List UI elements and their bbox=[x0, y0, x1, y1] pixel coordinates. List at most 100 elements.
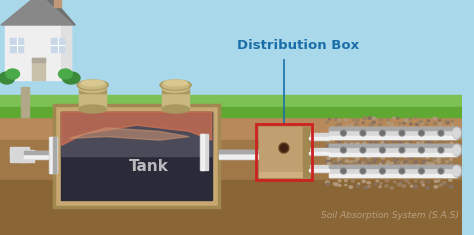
Ellipse shape bbox=[347, 162, 349, 164]
Ellipse shape bbox=[369, 138, 373, 140]
Bar bbox=[309, 148, 329, 155]
Ellipse shape bbox=[453, 127, 463, 139]
Ellipse shape bbox=[374, 122, 377, 124]
Ellipse shape bbox=[423, 160, 426, 162]
Ellipse shape bbox=[433, 120, 435, 122]
Ellipse shape bbox=[399, 147, 405, 153]
Ellipse shape bbox=[425, 181, 428, 183]
Ellipse shape bbox=[378, 136, 382, 139]
Ellipse shape bbox=[453, 166, 460, 176]
Ellipse shape bbox=[345, 148, 347, 149]
Ellipse shape bbox=[419, 124, 422, 126]
Ellipse shape bbox=[364, 157, 366, 159]
Ellipse shape bbox=[420, 163, 424, 165]
Ellipse shape bbox=[341, 169, 346, 173]
Ellipse shape bbox=[402, 186, 406, 188]
Ellipse shape bbox=[386, 164, 389, 167]
Ellipse shape bbox=[381, 161, 383, 163]
Ellipse shape bbox=[375, 156, 378, 158]
Bar bbox=[309, 169, 329, 171]
Ellipse shape bbox=[162, 81, 189, 89]
Ellipse shape bbox=[438, 142, 440, 144]
Ellipse shape bbox=[337, 118, 340, 121]
Ellipse shape bbox=[327, 165, 329, 167]
Ellipse shape bbox=[434, 163, 436, 165]
Polygon shape bbox=[69, 128, 189, 140]
Ellipse shape bbox=[348, 181, 352, 184]
Ellipse shape bbox=[363, 122, 365, 124]
Bar bbox=[21, 87, 29, 117]
Ellipse shape bbox=[428, 118, 431, 121]
Bar bbox=[258, 127, 309, 177]
Ellipse shape bbox=[450, 163, 453, 165]
Ellipse shape bbox=[451, 137, 455, 139]
Ellipse shape bbox=[387, 118, 391, 121]
Ellipse shape bbox=[403, 138, 406, 141]
Ellipse shape bbox=[453, 144, 463, 156]
Bar bbox=[62, 25, 71, 80]
Ellipse shape bbox=[343, 143, 346, 145]
Ellipse shape bbox=[392, 158, 394, 160]
Bar bbox=[0, 107, 463, 117]
Ellipse shape bbox=[414, 119, 417, 121]
Ellipse shape bbox=[385, 137, 388, 139]
Ellipse shape bbox=[446, 159, 447, 160]
Ellipse shape bbox=[443, 118, 447, 120]
Ellipse shape bbox=[366, 148, 370, 150]
Bar bbox=[10, 147, 29, 155]
Ellipse shape bbox=[63, 72, 80, 84]
Ellipse shape bbox=[415, 163, 418, 166]
Ellipse shape bbox=[335, 121, 337, 122]
Ellipse shape bbox=[449, 122, 452, 124]
Ellipse shape bbox=[357, 159, 360, 161]
Ellipse shape bbox=[341, 162, 343, 164]
Ellipse shape bbox=[337, 142, 341, 144]
Ellipse shape bbox=[328, 185, 330, 186]
Ellipse shape bbox=[400, 169, 404, 173]
Ellipse shape bbox=[386, 160, 389, 163]
Ellipse shape bbox=[398, 148, 401, 151]
Ellipse shape bbox=[445, 186, 449, 188]
Bar bbox=[32, 58, 45, 62]
Ellipse shape bbox=[440, 164, 443, 166]
Bar bbox=[24, 151, 55, 159]
Ellipse shape bbox=[328, 135, 330, 136]
Ellipse shape bbox=[449, 157, 451, 158]
Ellipse shape bbox=[360, 168, 366, 174]
Ellipse shape bbox=[438, 146, 440, 147]
Ellipse shape bbox=[402, 117, 405, 120]
Ellipse shape bbox=[431, 145, 434, 147]
Ellipse shape bbox=[397, 144, 399, 146]
Ellipse shape bbox=[403, 157, 405, 158]
Ellipse shape bbox=[437, 157, 440, 159]
Ellipse shape bbox=[349, 123, 353, 126]
Ellipse shape bbox=[449, 161, 452, 163]
Ellipse shape bbox=[426, 159, 428, 161]
Ellipse shape bbox=[443, 183, 447, 185]
Ellipse shape bbox=[58, 69, 72, 79]
Bar bbox=[329, 127, 456, 130]
Bar bbox=[10, 38, 23, 52]
Ellipse shape bbox=[445, 161, 448, 163]
Ellipse shape bbox=[420, 187, 424, 189]
Ellipse shape bbox=[393, 147, 395, 149]
Ellipse shape bbox=[445, 145, 448, 148]
Ellipse shape bbox=[439, 148, 443, 152]
Ellipse shape bbox=[327, 146, 330, 148]
Ellipse shape bbox=[373, 163, 376, 166]
Ellipse shape bbox=[431, 182, 434, 184]
Ellipse shape bbox=[343, 125, 346, 127]
Ellipse shape bbox=[341, 148, 346, 152]
Ellipse shape bbox=[360, 130, 366, 136]
Ellipse shape bbox=[326, 160, 328, 162]
Ellipse shape bbox=[353, 147, 355, 148]
Ellipse shape bbox=[428, 161, 431, 164]
Ellipse shape bbox=[363, 145, 365, 146]
Ellipse shape bbox=[368, 183, 372, 185]
Ellipse shape bbox=[440, 141, 443, 143]
Ellipse shape bbox=[403, 160, 407, 163]
Ellipse shape bbox=[416, 142, 419, 144]
Ellipse shape bbox=[434, 158, 437, 161]
Polygon shape bbox=[62, 112, 212, 145]
Ellipse shape bbox=[401, 146, 405, 149]
